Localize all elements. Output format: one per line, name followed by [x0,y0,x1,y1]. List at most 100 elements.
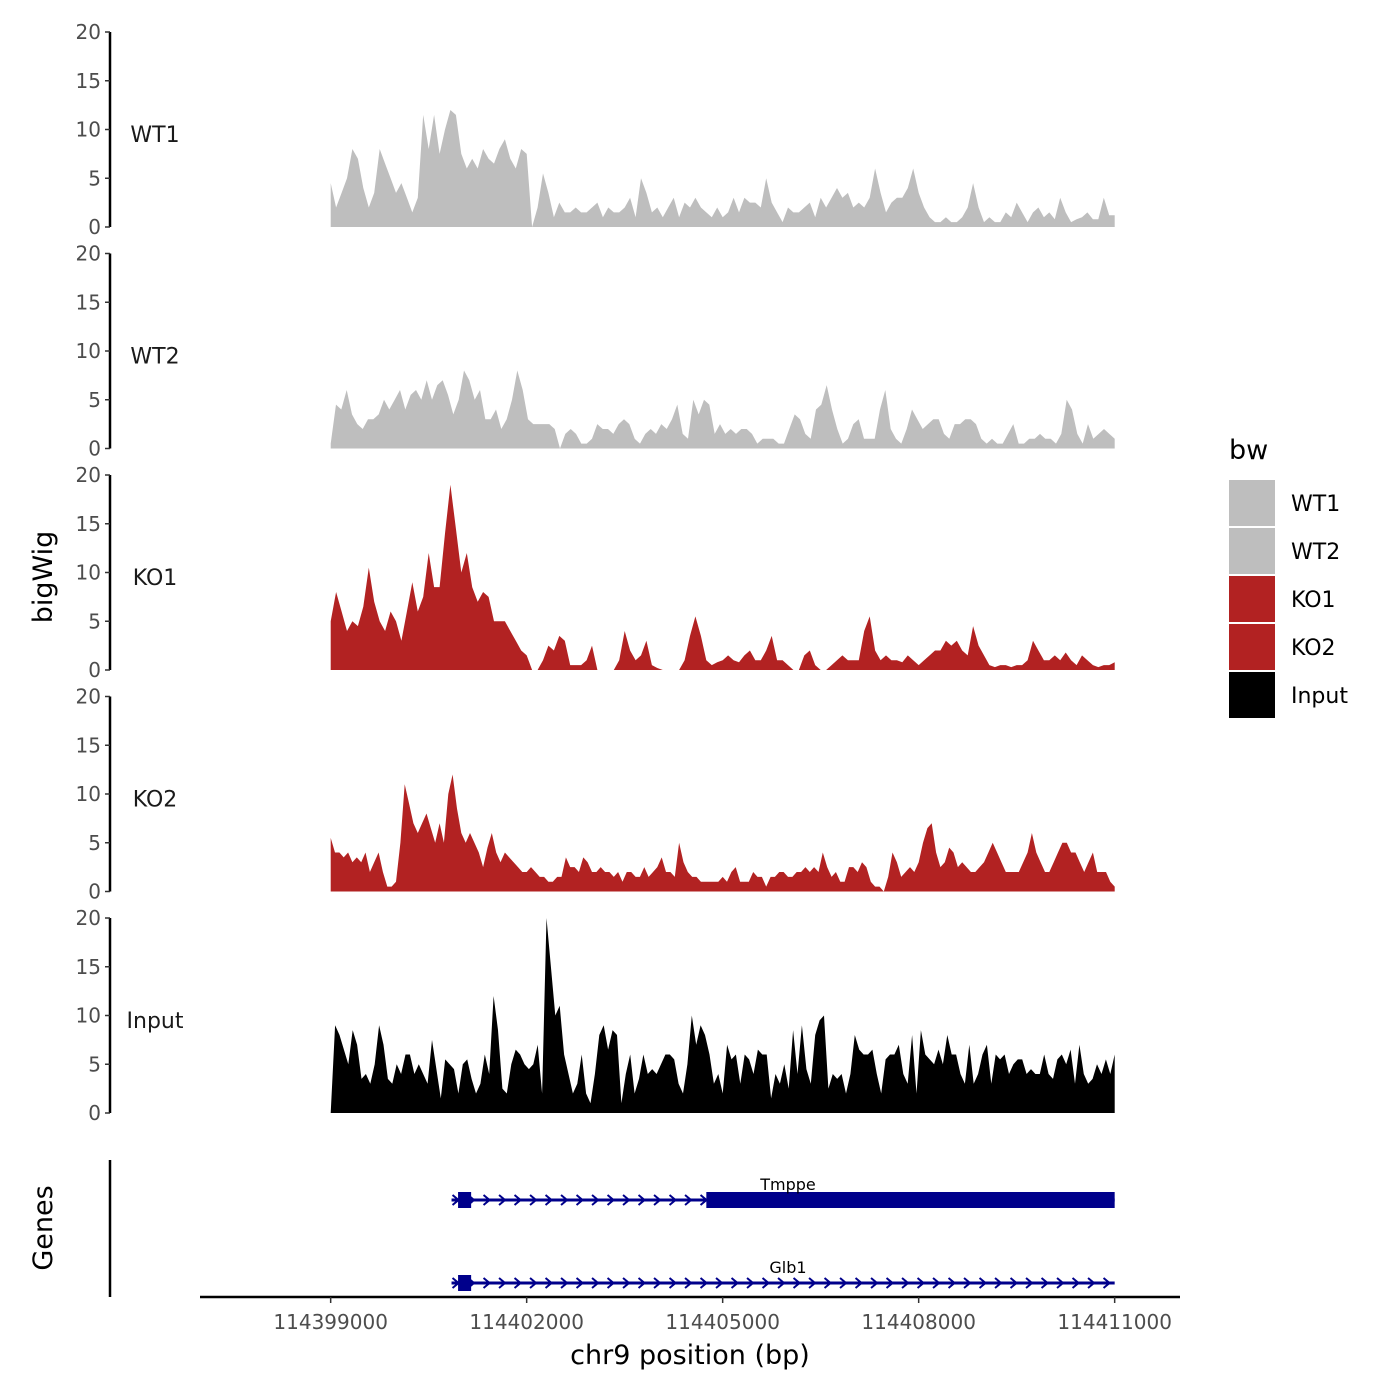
y-tick-label-ko1-0: 0 [88,658,101,682]
gene-strand-arrow-glb1 [761,1277,771,1289]
gene-strand-arrow-tmppe [684,1194,693,1206]
gene-strand-arrow-glb1 [637,1277,647,1289]
legend-swatch-ko1 [1229,576,1275,622]
track-area-ko1 [330,484,1115,670]
x-tick-label-114399000: 114399000 [273,1310,388,1334]
x-tick-label-114405000: 114405000 [665,1310,780,1334]
gene-strand-arrow-glb1 [1102,1277,1112,1289]
y-tick-label-input-10: 10 [76,1004,101,1028]
gene-strand-arrow-glb1 [560,1277,569,1289]
legend-swatch-wt1 [1229,480,1275,526]
gene-strand-arrow-glb1 [668,1277,678,1289]
gene-strand-arrow-tmppe [498,1194,507,1206]
track-label-ko1: KO1 [133,566,178,591]
y-tick-label-input-0: 0 [88,1101,101,1125]
y-tick-label-ko1-15: 15 [76,512,101,536]
gene-strand-arrow-glb1 [575,1277,585,1289]
x-tick-label-114402000: 114402000 [469,1310,584,1334]
gene-strand-arrow-glb1 [1056,1277,1065,1289]
gene-strand-arrow-tmppe [591,1194,600,1206]
gene-strand-arrow-glb1 [792,1277,802,1289]
gene-strand-arrow-glb1 [916,1277,926,1289]
gene-exon-tmppe-2 [706,1192,1115,1208]
gene-strand-arrow-tmppe [653,1194,662,1206]
gene-strand-arrow-glb1 [1009,1277,1019,1289]
legend-swatch-ko2 [1229,624,1275,670]
gene-strand-arrow-glb1 [653,1277,662,1289]
gene-strand-arrow-glb1 [870,1277,879,1289]
gene-strand-arrow-glb1 [854,1277,864,1289]
gene-strand-arrow-tmppe [529,1194,538,1206]
y-tick-label-wt2-0: 0 [88,437,101,461]
gene-strand-arrow-tmppe [513,1194,523,1206]
gene-strand-arrow-glb1 [699,1277,709,1289]
track-area-ko2 [330,774,1115,892]
gene-exon-glb1-1 [458,1275,472,1291]
gene-strand-arrow-glb1 [885,1277,895,1289]
gene-strand-arrow-glb1 [901,1277,910,1289]
y-tick-label-wt1-5: 5 [88,166,101,190]
legend-swatch-input [1229,672,1275,718]
gene-strand-arrow-glb1 [591,1277,600,1289]
gene-strand-arrow-tmppe [622,1194,631,1206]
gene-strand-arrow-tmppe [575,1194,585,1206]
gene-strand-arrow-glb1 [994,1277,1003,1289]
y-tick-label-ko1-5: 5 [88,609,101,633]
y-tick-label-wt2-20: 20 [76,242,101,266]
y-axis-title: bigWig [28,531,59,624]
gene-strand-arrow-glb1 [947,1277,957,1289]
track-area-wt2 [330,370,1115,449]
y-tick-label-ko2-0: 0 [88,880,101,904]
gene-strand-arrow-glb1 [1040,1277,1050,1289]
gene-exon-tmppe-1 [458,1192,472,1208]
track-label-ko2: KO2 [133,788,178,813]
gene-strand-arrow-glb1 [730,1277,740,1289]
y-tick-label-wt2-10: 10 [76,339,101,363]
gene-strand-arrow-glb1 [932,1277,941,1289]
gene-strand-arrow-glb1 [498,1277,507,1289]
gene-strand-arrow-glb1 [777,1277,786,1289]
gene-label-glb1: Glb1 [769,1258,806,1277]
gene-strand-arrow-glb1 [715,1277,724,1289]
gene-strand-arrow-glb1 [746,1277,755,1289]
gene-strand-arrow-glb1 [606,1277,616,1289]
gene-strand-arrow-glb1 [1087,1277,1096,1289]
genes-axis-title: Genes [28,1185,59,1270]
track-label-wt2: WT2 [130,345,179,370]
gene-strand-arrow-tmppe [637,1194,647,1206]
gene-strand-arrow-glb1 [529,1277,538,1289]
gene-strand-arrow-tmppe [606,1194,616,1206]
y-tick-label-ko1-10: 10 [76,561,101,585]
gene-strand-arrow-glb1 [1071,1277,1081,1289]
legend-label-wt2: WT2 [1291,540,1340,565]
y-tick-label-input-5: 5 [88,1052,101,1076]
legend-label-ko2: KO2 [1291,636,1336,661]
y-tick-label-wt1-0: 0 [88,215,101,239]
y-tick-label-ko2-10: 10 [76,782,101,806]
track-label-input: Input [127,1009,184,1034]
y-tick-label-wt2-15: 15 [76,290,101,314]
gene-strand-arrow-glb1 [622,1277,631,1289]
y-tick-label-wt1-20: 20 [76,20,101,44]
gene-strand-arrow-glb1 [482,1277,492,1289]
y-tick-label-ko2-20: 20 [76,685,101,709]
y-tick-label-input-20: 20 [76,906,101,930]
y-tick-label-input-15: 15 [76,955,101,979]
legend-label-ko1: KO1 [1291,588,1336,613]
gene-strand-arrow-glb1 [963,1277,972,1289]
legend-title: bw [1229,435,1268,466]
y-tick-label-wt1-15: 15 [76,69,101,93]
gene-strand-arrow-glb1 [1025,1277,1034,1289]
track-label-wt1: WT1 [130,123,179,148]
track-area-input [330,918,1115,1113]
gene-strand-arrow-glb1 [978,1277,988,1289]
gene-strand-arrow-tmppe [560,1194,569,1206]
x-tick-label-114411000: 114411000 [1057,1310,1172,1334]
gene-strand-arrow-tmppe [482,1194,492,1206]
legend-swatch-wt2 [1229,528,1275,574]
gene-strand-arrow-glb1 [823,1277,833,1289]
x-axis-title: chr9 position (bp) [570,1340,810,1371]
gene-strand-arrow-tmppe [544,1194,554,1206]
y-tick-label-ko2-15: 15 [76,733,101,757]
